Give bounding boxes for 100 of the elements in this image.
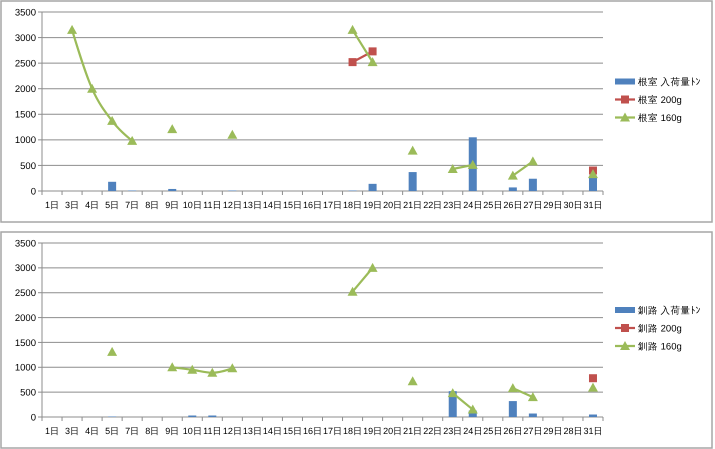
y-tick-label: 0 — [30, 186, 36, 198]
bar — [408, 172, 417, 191]
bar — [528, 178, 537, 191]
x-tick-label: 1日 — [45, 200, 60, 210]
x-tick-label: 19日 — [363, 426, 382, 436]
y-tick-label: 1000 — [14, 135, 36, 146]
y-tick-label: 3000 — [14, 263, 36, 274]
x-tick-label: 17日 — [323, 426, 342, 436]
x-tick-label: 31日 — [583, 426, 602, 436]
point — [167, 124, 178, 134]
x-tick-label: 20日 — [383, 426, 402, 436]
x-tick-label: 3日 — [65, 200, 80, 210]
x-tick-label: 17日 — [323, 200, 342, 210]
y-tick-label: 2000 — [14, 84, 36, 96]
x-tick-label: 8日 — [145, 200, 160, 210]
x-tick-label: 13日 — [242, 200, 262, 210]
x-tick-label: 9日 — [165, 426, 180, 436]
x-tick-label: 10日 — [182, 200, 202, 210]
x-tick-label: 11日 — [203, 200, 222, 210]
point — [468, 160, 478, 169]
point — [67, 24, 78, 34]
y-tick-label: 500 — [20, 160, 36, 172]
y-tick-label: 0 — [30, 412, 36, 424]
x-tick-label: 18日 — [343, 200, 362, 210]
x-tick-label: 24日 — [463, 426, 482, 436]
x-tick-label: 14日 — [262, 426, 282, 436]
y-tick-label: 1500 — [14, 338, 36, 349]
x-tick-label: 16日 — [302, 426, 322, 436]
x-tick-label: 16日 — [302, 200, 322, 210]
x-tick-label: 7日 — [125, 426, 140, 436]
x-tick-label: 26日 — [503, 426, 522, 436]
x-tick-label: 23日 — [443, 426, 462, 436]
x-tick-label: 31日 — [583, 200, 602, 210]
bar — [508, 187, 517, 191]
point — [528, 392, 538, 402]
point — [448, 164, 458, 174]
legend-label: 根室 入荷量ﾄﾝ — [638, 76, 701, 88]
x-tick-label: 9日 — [165, 200, 180, 210]
bar — [528, 414, 537, 417]
y-tick-label: 3500 — [14, 7, 36, 18]
point — [368, 57, 378, 66]
y-tick-label: 3000 — [14, 32, 36, 44]
point — [207, 368, 218, 377]
point — [468, 404, 478, 414]
point — [408, 376, 418, 386]
x-tick-label: 23日 — [443, 200, 462, 210]
legend-label: 根室 200g — [638, 94, 682, 106]
x-tick-label: 21日 — [403, 200, 422, 210]
y-tick-label: 2500 — [14, 288, 36, 300]
point — [227, 363, 238, 372]
y-tick-label: 500 — [20, 387, 36, 398]
x-tick-label: 8日 — [145, 426, 160, 436]
point — [368, 262, 378, 272]
point — [588, 169, 598, 178]
x-tick-label: 5日 — [105, 426, 120, 436]
x-tick-label: 15日 — [282, 200, 302, 210]
point — [167, 362, 178, 372]
point — [508, 170, 518, 180]
legend-label: 釧路 入荷量ﾄﾝ — [638, 304, 701, 316]
point — [227, 130, 238, 139]
x-tick-label: 14日 — [262, 200, 282, 210]
point — [348, 286, 358, 296]
x-tick-label: 25日 — [483, 426, 502, 436]
x-tick-label: 24日 — [463, 200, 482, 210]
point — [107, 116, 118, 125]
y-tick-label: 1000 — [14, 362, 36, 374]
legend-label: 釧路 200g — [638, 322, 682, 334]
x-tick-label: 25日 — [483, 200, 502, 210]
x-tick-label: 12日 — [222, 426, 242, 436]
point — [187, 364, 198, 374]
legend-label: 釧路 160g — [638, 340, 682, 352]
x-tick-label: 13日 — [242, 426, 262, 436]
point — [448, 388, 458, 398]
x-tick-label: 30日 — [563, 200, 582, 210]
y-tick-label: 2500 — [14, 58, 36, 70]
x-tick-label: 22日 — [423, 426, 442, 436]
x-tick-label: 15日 — [282, 426, 302, 436]
x-tick-label: 4日 — [85, 200, 100, 210]
x-tick-label: 12日 — [222, 200, 242, 210]
point — [588, 382, 598, 392]
x-tick-label: 5日 — [105, 200, 120, 210]
x-tick-label: 29日 — [543, 426, 562, 436]
x-tick-label: 27日 — [523, 200, 542, 210]
x-tick-label: 4日 — [85, 426, 100, 436]
bar — [508, 401, 517, 417]
x-tick-label: 19日 — [363, 200, 382, 210]
y-tick-label: 1500 — [14, 110, 36, 121]
bar — [108, 182, 116, 191]
y-tick-label: 2000 — [14, 312, 36, 324]
point — [348, 58, 357, 66]
point — [87, 84, 98, 93]
bar — [368, 184, 377, 191]
x-tick-label: 26日 — [503, 200, 522, 210]
point — [348, 24, 358, 34]
x-tick-label: 20日 — [383, 200, 402, 210]
x-tick-label: 10日 — [182, 426, 202, 436]
x-tick-label: 28日 — [563, 426, 582, 436]
point — [408, 146, 418, 155]
x-tick-label: 3日 — [65, 426, 80, 436]
point — [508, 383, 518, 392]
